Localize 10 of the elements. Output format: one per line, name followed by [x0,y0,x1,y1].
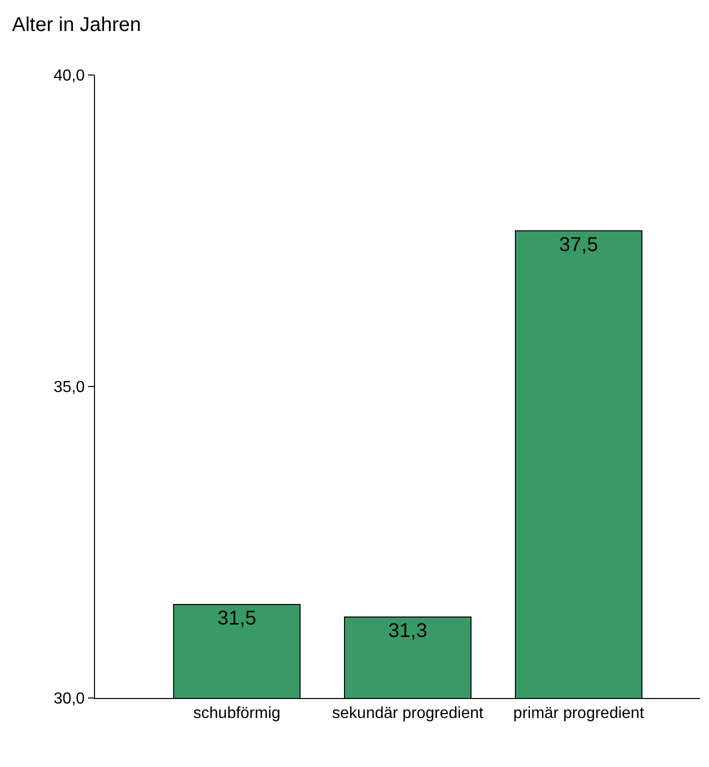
x-tick-label: primär progredient [513,705,645,722]
y-tick-label: 35,0 [54,379,85,396]
data-label: 37,5 [559,234,598,256]
data-label: 31,5 [217,608,256,630]
x-tick-label: sekundär progredient [332,705,484,722]
y-tick-label: 40,0 [54,68,85,85]
y-axis-title: Alter in Jahren [12,14,141,36]
y-tick-label: 30,0 [54,690,85,708]
data-label: 31,3 [388,620,428,642]
x-tick-label: schubförmig [193,705,280,722]
